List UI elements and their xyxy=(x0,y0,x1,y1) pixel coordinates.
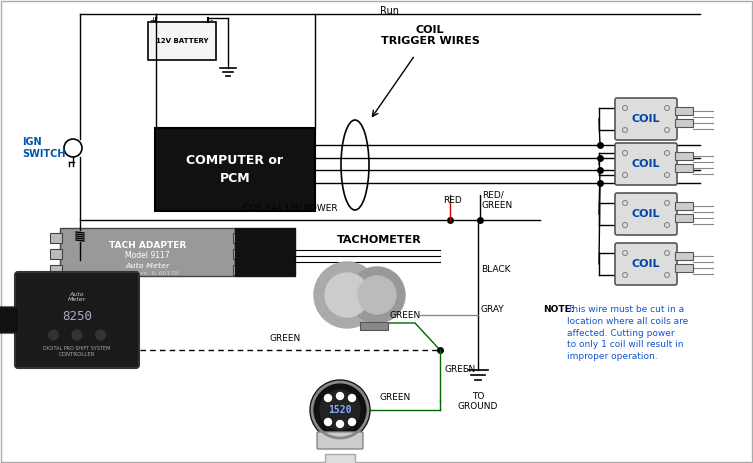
Text: This wire must be cut in a
location where all coils are
affected. Cutting power
: This wire must be cut in a location wher… xyxy=(567,305,688,361)
Text: -: - xyxy=(209,16,212,25)
Circle shape xyxy=(337,393,343,400)
Text: 1520: 1520 xyxy=(328,405,352,415)
Text: Sycamore, IL 60178: Sycamore, IL 60178 xyxy=(117,271,178,276)
Text: BLACK: BLACK xyxy=(481,265,511,275)
FancyBboxPatch shape xyxy=(675,202,693,210)
FancyBboxPatch shape xyxy=(155,128,315,211)
FancyBboxPatch shape xyxy=(615,243,677,285)
FancyBboxPatch shape xyxy=(325,454,355,463)
Circle shape xyxy=(349,267,405,323)
Text: GRAY: GRAY xyxy=(481,306,505,314)
Text: COIL: COIL xyxy=(632,114,660,124)
Text: Auto
Meter: Auto Meter xyxy=(68,292,86,302)
FancyBboxPatch shape xyxy=(615,98,677,140)
Text: RED/
GREEN: RED/ GREEN xyxy=(482,190,514,210)
FancyBboxPatch shape xyxy=(360,322,388,330)
FancyBboxPatch shape xyxy=(615,143,677,185)
Text: COIL: COIL xyxy=(632,159,660,169)
Circle shape xyxy=(358,276,396,314)
Circle shape xyxy=(320,390,360,430)
Text: IGN
SWITCH: IGN SWITCH xyxy=(22,137,66,159)
Text: +: + xyxy=(150,16,157,25)
FancyBboxPatch shape xyxy=(317,432,363,449)
Circle shape xyxy=(325,419,331,425)
Circle shape xyxy=(337,420,343,427)
Text: COIL (+) 12V POWER: COIL (+) 12V POWER xyxy=(242,204,337,213)
FancyBboxPatch shape xyxy=(233,265,245,275)
FancyBboxPatch shape xyxy=(233,249,245,259)
Text: RED: RED xyxy=(444,196,462,205)
Text: CONTROLLER: CONTROLLER xyxy=(59,352,95,357)
FancyBboxPatch shape xyxy=(675,152,693,160)
Text: COIL: COIL xyxy=(416,25,444,35)
Text: Auto Meter: Auto Meter xyxy=(125,263,169,269)
Circle shape xyxy=(349,394,355,401)
Text: GREEN: GREEN xyxy=(380,393,410,402)
FancyBboxPatch shape xyxy=(675,107,693,115)
Circle shape xyxy=(48,330,59,340)
FancyBboxPatch shape xyxy=(50,233,62,243)
Text: TRIGGER WIRES: TRIGGER WIRES xyxy=(380,36,480,46)
Text: GREEN: GREEN xyxy=(270,334,300,343)
Text: GREEN: GREEN xyxy=(390,311,421,319)
Text: 8250: 8250 xyxy=(62,311,92,324)
FancyBboxPatch shape xyxy=(0,307,19,333)
Text: Run: Run xyxy=(380,6,400,16)
FancyBboxPatch shape xyxy=(50,265,62,275)
Text: DIGITAL PRO SHIFT SYSTEM: DIGITAL PRO SHIFT SYSTEM xyxy=(44,345,111,350)
FancyBboxPatch shape xyxy=(675,164,693,172)
FancyBboxPatch shape xyxy=(675,252,693,260)
Text: COMPUTER or
PCM: COMPUTER or PCM xyxy=(187,154,283,185)
FancyBboxPatch shape xyxy=(60,228,235,276)
FancyBboxPatch shape xyxy=(675,119,693,127)
FancyBboxPatch shape xyxy=(50,249,62,259)
Circle shape xyxy=(314,262,380,328)
Circle shape xyxy=(96,330,105,340)
Text: 12V BATTERY: 12V BATTERY xyxy=(156,38,209,44)
Circle shape xyxy=(325,273,369,317)
FancyBboxPatch shape xyxy=(148,22,216,60)
Circle shape xyxy=(310,380,370,440)
Text: COIL: COIL xyxy=(632,259,660,269)
Text: Model 9117: Model 9117 xyxy=(125,251,170,261)
Circle shape xyxy=(72,330,82,340)
Circle shape xyxy=(325,394,331,401)
FancyBboxPatch shape xyxy=(233,233,245,243)
Circle shape xyxy=(349,419,355,425)
Text: TACHOMETER: TACHOMETER xyxy=(337,235,422,245)
FancyBboxPatch shape xyxy=(675,264,693,272)
Text: TO
GROUND: TO GROUND xyxy=(458,392,498,412)
Text: NOTE:: NOTE: xyxy=(543,305,575,314)
Text: COIL: COIL xyxy=(632,209,660,219)
Text: TACH ADAPTER: TACH ADAPTER xyxy=(109,242,186,250)
FancyBboxPatch shape xyxy=(235,228,295,276)
FancyBboxPatch shape xyxy=(15,272,139,368)
FancyBboxPatch shape xyxy=(615,193,677,235)
FancyBboxPatch shape xyxy=(675,214,693,222)
Text: GREEN: GREEN xyxy=(445,365,476,375)
